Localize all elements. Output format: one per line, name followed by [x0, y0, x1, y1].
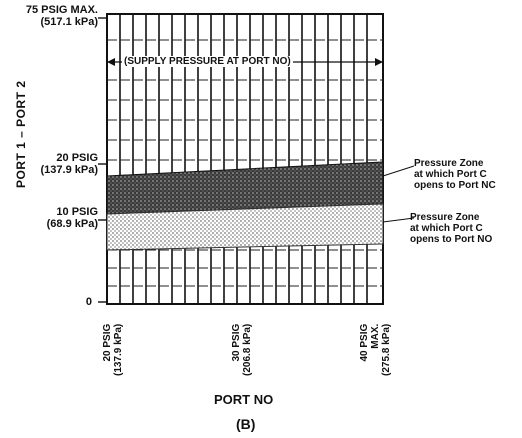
horizontal-grid [107, 39, 383, 287]
y-label-20-psig: 20 PSIG [56, 152, 98, 164]
zone-nc-callout: Pressure Zone at which Port C opens to P… [414, 158, 496, 191]
supply-arrow-left-icon [107, 58, 115, 66]
y-label-zero: 0 [85, 296, 92, 308]
y-label-max-kpa: (517.1 kPa) [40, 16, 98, 28]
x-label-20-psig: 20 PSIG [102, 323, 113, 362]
y-label-10: 10 PSIG (68.9 kPa) [2, 206, 98, 230]
zone-no-leader [382, 217, 415, 223]
x-label-20-kpa: (137.9 kPa) [113, 323, 124, 376]
zone-no-callout: Pressure Zone at which Port C opens to P… [410, 212, 492, 245]
x-label-30-kpa: (206.8 kPa) [242, 323, 253, 376]
supply-note: (SUPPLY PRESSURE AT PORT NO) [122, 56, 293, 67]
x-label-30: 30 PSIG (206.8 kPa) [231, 324, 253, 376]
plot-frame [106, 13, 384, 305]
y-label-10-kpa: (68.9 kPa) [46, 218, 98, 230]
y-label-max-psig: 75 PSIG MAX. [25, 4, 98, 16]
zone-no-line3: opens to Port NO [410, 234, 493, 245]
y-ticks [98, 17, 107, 303]
zone-nc-line3: opens to Port NC [414, 180, 496, 191]
zone-no-line2: at which Port C [410, 223, 483, 234]
x-label-40-psig: 40 PSIG [359, 323, 370, 362]
y-label-10-psig: 10 PSIG [56, 206, 98, 218]
x-label-40: 40 PSIG MAX. (275.8 kPa) [359, 324, 392, 376]
zone-nc-leader [382, 165, 415, 177]
x-label-20: 20 PSIG (137.9 kPa) [102, 324, 124, 376]
y-label-max: 75 PSIG MAX. (517.1 kPa) [2, 4, 98, 28]
zone-no-band [106, 203, 384, 251]
y-label-20-kpa: (137.9 kPa) [40, 164, 98, 176]
x-label-40-max: MAX. [370, 323, 381, 349]
y-label-20: 20 PSIG (137.9 kPa) [2, 152, 98, 176]
y-axis-title: PORT 1 – PORT 2 [14, 80, 28, 188]
zone-nc-line1: Pressure Zone [414, 158, 484, 169]
x-label-40-kpa: (275.8 kPa) [381, 323, 392, 376]
figure-caption: (B) [236, 416, 256, 432]
x-axis-title: PORT NO [214, 392, 274, 407]
supply-arrow-right-icon [375, 58, 383, 66]
x-label-30-psig: 30 PSIG [231, 323, 242, 362]
zone-no-line1: Pressure Zone [410, 212, 480, 223]
zone-nc-line2: at which Port C [414, 169, 487, 180]
